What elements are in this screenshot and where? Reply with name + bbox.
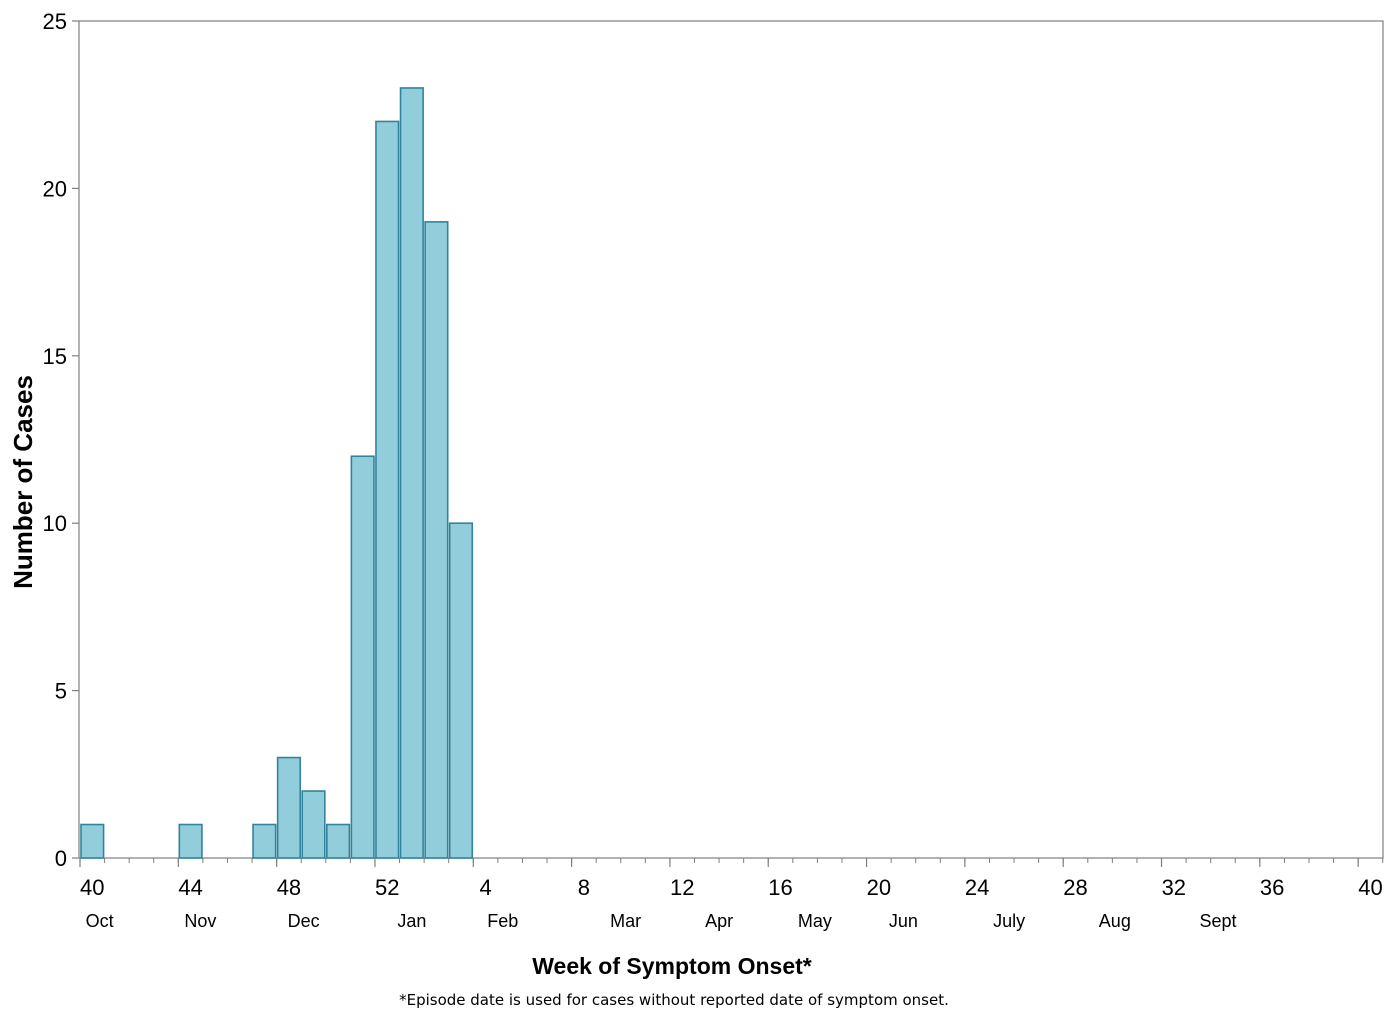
- y-tick-label: 25: [43, 9, 67, 34]
- month-label: May: [798, 911, 832, 931]
- bar-week-47: [252, 823, 277, 859]
- x-tick-label: 20: [867, 875, 891, 900]
- y-tick-label: 20: [43, 176, 67, 201]
- y-axis-title: Number of Cases: [8, 375, 38, 589]
- x-tick-label: 48: [277, 875, 301, 900]
- bar-week-52: [375, 120, 400, 859]
- x-tick-label: 24: [965, 875, 989, 900]
- month-labels: Oct Nov Dec Jan Feb Mar Apr May Jun July Aug Sept: [86, 911, 1237, 931]
- x-tick-label: 36: [1260, 875, 1284, 900]
- x-tick-label: 32: [1162, 875, 1186, 900]
- month-label: Mar: [610, 911, 641, 931]
- x-tick-label: 40: [80, 875, 104, 900]
- y-axis: 0 5 10 15 20 25: [43, 9, 79, 871]
- y-tick-label: 10: [43, 511, 67, 536]
- bar-week-2: [448, 522, 474, 859]
- x-tick-label: 28: [1063, 875, 1087, 900]
- y-tick-label: 5: [55, 679, 67, 704]
- month-label: Sept: [1200, 911, 1237, 931]
- month-label: Dec: [288, 911, 320, 931]
- x-tick-label: 12: [670, 875, 694, 900]
- bars-group: [80, 87, 474, 859]
- footnote: *Episode date is used for cases without …: [399, 991, 949, 1009]
- bar-week-53: [399, 87, 424, 859]
- x-tick-label: 44: [178, 875, 202, 900]
- x-axis-title: Week of Symptom Onset*: [532, 953, 812, 979]
- bar-week-1: [424, 221, 449, 859]
- x-tick-label: 40: [1358, 875, 1382, 900]
- bar-week-44: [178, 823, 203, 859]
- bar-week-49: [301, 790, 326, 859]
- month-label: Aug: [1099, 911, 1131, 931]
- x-tick-label: 52: [375, 875, 399, 900]
- month-label: Apr: [705, 911, 733, 931]
- bar-week-51: [350, 455, 375, 859]
- y-tick-label: 15: [43, 344, 67, 369]
- x-axis: 40 44 48 52 4 8 12 16 20 24 28 32 36 40: [79, 858, 1384, 900]
- month-label: Jun: [889, 911, 918, 931]
- month-label: Jan: [397, 911, 426, 931]
- x-tick-label: 4: [479, 875, 491, 900]
- y-tick-label: 0: [55, 846, 67, 871]
- bar-week-48: [276, 756, 302, 859]
- plot-area: [78, 20, 1384, 859]
- x-tick-label: 16: [768, 875, 792, 900]
- bar-week-50: [325, 823, 351, 859]
- month-label: July: [993, 911, 1025, 931]
- month-label: Nov: [184, 911, 216, 931]
- bar-week-40: [80, 823, 105, 859]
- month-label: Feb: [487, 911, 518, 931]
- month-label: Oct: [86, 911, 114, 931]
- x-tick-label: 8: [578, 875, 590, 900]
